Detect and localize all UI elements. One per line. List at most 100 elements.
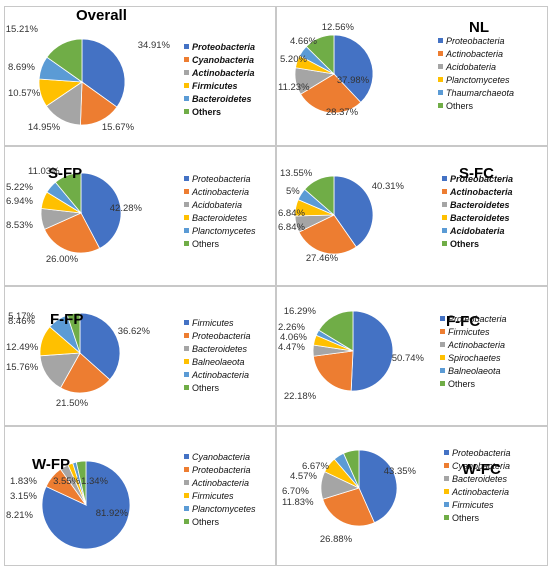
chart-title: NL [469, 19, 489, 36]
legend-swatch [184, 346, 189, 351]
legend-entry: Proteobacteria [450, 174, 513, 184]
legend-entry: Proteobacteria [448, 314, 507, 324]
pie-slice-others [343, 449, 360, 489]
pie-panel-nl: NL 37.98% 28.37% 11.23% 5.20% 4.66% 12.56% Prot… [276, 6, 548, 146]
legend-entry: Others [192, 107, 221, 117]
pie-slice-others [54, 172, 82, 215]
slice-value-label: 3.15% [10, 491, 37, 502]
legend-entry: Acidobateria [191, 200, 242, 210]
legend-swatch [184, 109, 189, 114]
pie-slice-others [305, 34, 335, 75]
slice-value-label: 8.69% [8, 62, 35, 73]
legend-swatch [438, 51, 443, 56]
legend-swatch [184, 480, 189, 485]
legend-entry: Bacteroidetes [192, 344, 248, 354]
slice-value-label: 6.84% [278, 222, 305, 233]
legend-swatch [440, 381, 445, 386]
legend-entry: Firmicutes [192, 81, 238, 91]
legend-swatch [184, 189, 189, 194]
pie-panel-s-fc: S-FC 40.31% 27.46% 6.84% 6.84% 5% 13.55% Proteo… [276, 146, 548, 286]
pie-slice-proteobacteria [59, 352, 111, 394]
slice-value-label: 43.35% [384, 466, 417, 477]
slice-value-label: 11.23% [278, 82, 310, 93]
slice-value-label: 4.47% [278, 342, 305, 353]
legend-entry: Balneolaeota [448, 366, 501, 376]
slice-value-label: 1.83% [10, 476, 37, 487]
slice-value-label: 26.88% [320, 534, 353, 545]
legend-entry: Firmicutes [448, 327, 490, 337]
pie-chart-w-fc: W-FC 43.35% 26.88% 11.83%6.70% 4.57%6.67% Pro… [276, 426, 548, 566]
slice-value-label: 42.28% [110, 203, 143, 214]
legend-swatch [440, 355, 445, 360]
legend-entry: Proteobacteria [192, 174, 251, 184]
legend-entry: Proteobacteria [452, 448, 511, 458]
legend-entry: Thaumarchaeota [446, 88, 514, 98]
slice-value-label: 37.98% [337, 75, 370, 86]
pie-slice-proteobacteria [80, 172, 122, 249]
legend-entry: Acidobateria [445, 62, 496, 72]
legend-swatch [444, 476, 449, 481]
legend-swatch [440, 368, 445, 373]
pie-chart-s-fc: S-FC 40.31% 27.46% 6.84% 6.84% 5% 13.55% Proteo… [276, 146, 548, 286]
legend-swatch [444, 502, 449, 507]
legend-swatch [442, 202, 447, 207]
legend-entry: Others [450, 239, 479, 249]
legend-swatch [184, 44, 189, 49]
legend-swatch [438, 38, 443, 43]
slice-value-label: 36.62% [118, 326, 151, 337]
slice-value-label: 34.91% [138, 40, 171, 51]
legend-swatch [438, 90, 443, 95]
pie-slice-proteobacteria [333, 34, 374, 103]
legend-entry: Actinobacteria [447, 340, 505, 350]
legend-swatch [440, 342, 445, 347]
slice-value-label: 5.22% [6, 182, 33, 193]
legend-swatch [184, 228, 189, 233]
pie-chart-s-fp: S-FP 42.28% 26.00% 8.53% 6.94% 5.22% 11.03% Pro… [4, 146, 276, 286]
pie-slice-proteobacteria [333, 175, 374, 248]
chart-title: Overall [76, 7, 127, 24]
legend-swatch [184, 96, 189, 101]
slice-value-label: 4.57% [290, 471, 317, 482]
legend-entry: Actinobacteria [191, 478, 249, 488]
legend-swatch [184, 493, 189, 498]
slice-value-label: 2.26% [278, 322, 305, 333]
pie-slice-others [318, 310, 354, 352]
slice-value-label: 21.50% [56, 398, 89, 409]
legend-entry: Others [446, 101, 474, 111]
pie-slice-actinobacteria [43, 212, 101, 254]
legend-entry: Spirochaetes [448, 353, 501, 363]
slice-value-label: 1.34% [81, 476, 108, 487]
slice-value-label: 11.03% [28, 166, 60, 177]
pie-chart-overall: Overall 34.91% 15.67% 14.95% 10.57% 8.69% 15.2… [4, 6, 276, 146]
pie-slice-actinobacteria [300, 73, 362, 114]
legend-entry: Cyanobacteria [192, 55, 254, 65]
legend-entry: Bacteroidetes [450, 213, 510, 223]
chart-title: S-FC [459, 165, 494, 182]
pie-chart-nl: NL 37.98% 28.37% 11.23% 5.20% 4.66% 12.56% Prot… [276, 6, 548, 146]
legend-entry: Planctomycetes [192, 504, 256, 514]
legend-entry: Actinobacteria [191, 187, 249, 197]
legend-entry: Others [192, 517, 220, 527]
legend-swatch [184, 372, 189, 377]
legend-swatch [442, 176, 447, 181]
pie-slice-proteobacteria [358, 449, 398, 524]
slice-value-label: 28.37% [326, 107, 359, 118]
pie-slice-others [46, 38, 83, 83]
legend-entry: Actinobacteria [191, 370, 249, 380]
legend-swatch [184, 333, 189, 338]
legend-swatch [442, 241, 447, 246]
legend-swatch [442, 228, 447, 233]
legend-entry: Firmicutes [452, 500, 494, 510]
legend-entry: Firmicutes [192, 318, 234, 328]
slice-value-label: 40.31% [372, 181, 405, 192]
slice-value-label: 4.66% [290, 36, 317, 47]
legend-entry: Bacteroidetes [450, 200, 510, 210]
slice-value-label: 3.55% [53, 476, 80, 487]
slice-value-label: 11.83% [282, 497, 314, 508]
pie-slice-cyanobacteria [322, 487, 375, 527]
legend-swatch [184, 215, 189, 220]
legend-swatch [184, 202, 189, 207]
legend-swatch [184, 454, 189, 459]
legend-entry: Actinobacteria [191, 68, 255, 78]
pie-slice-actinobacteria [298, 214, 357, 255]
